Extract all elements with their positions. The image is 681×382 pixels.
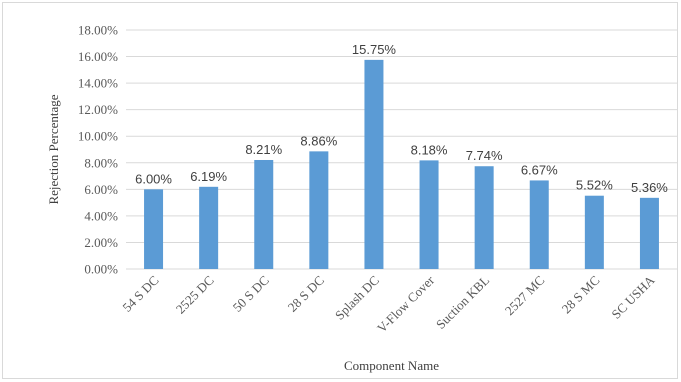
y-tick-label: 14.00%	[78, 76, 118, 91]
bar	[419, 160, 439, 269]
bar	[144, 189, 164, 269]
data-label: 8.18%	[411, 142, 448, 157]
x-tick-label: 28 S DC	[285, 273, 327, 315]
data-label: 5.36%	[631, 180, 668, 195]
bar	[254, 159, 274, 269]
x-axis-title: Component Name	[344, 358, 439, 373]
data-label: 6.19%	[190, 169, 227, 184]
y-tick-label: 2.00%	[84, 235, 118, 250]
x-tick-label: 2527 MC	[502, 273, 548, 319]
y-tick-label: 18.00%	[78, 23, 118, 38]
bar	[199, 186, 219, 269]
x-tick-label: V-Flow Cover	[374, 272, 438, 336]
bar-chart: 0.00% 2.00% 4.00% 6.00% 8.00% 10.00% 12.00% 14.…	[46, 23, 677, 373]
bar	[309, 151, 329, 269]
y-tick-label: 16.00%	[78, 49, 118, 64]
data-label: 6.00%	[135, 171, 172, 186]
y-axis-title: Rejection Percentage	[46, 94, 61, 204]
y-axis-ticks: 0.00% 2.00% 4.00% 6.00% 8.00% 10.00% 12.00% 14.…	[78, 23, 118, 277]
data-label: 8.21%	[245, 142, 282, 157]
bar	[364, 59, 384, 269]
data-label: 8.86%	[300, 133, 337, 148]
bar	[639, 197, 659, 269]
data-label: 5.52%	[576, 178, 613, 193]
y-tick-label: 10.00%	[78, 129, 118, 144]
y-tick-label: 12.00%	[78, 102, 118, 117]
data-label: 7.74%	[466, 148, 503, 163]
data-label: 6.67%	[521, 162, 558, 177]
y-tick-label: 6.00%	[84, 182, 118, 197]
data-label: 15.75%	[352, 42, 397, 57]
x-axis-ticks: 54 S DC 2525 DC 50 S DC 28 S DC Splash DCV-F…	[119, 272, 658, 336]
x-tick-label: 50 S DC	[230, 273, 272, 315]
bar	[474, 166, 494, 269]
bars	[144, 59, 659, 269]
x-tick-label: 28 S MC	[559, 273, 603, 317]
chart-frame: 0.00% 2.00% 4.00% 6.00% 8.00% 10.00% 12.00% 14.…	[2, 2, 678, 379]
y-tick-label: 4.00%	[84, 208, 118, 223]
bar	[529, 180, 549, 269]
y-tick-label: 8.00%	[84, 155, 118, 170]
x-tick-label: Splash DC	[332, 273, 382, 323]
bar	[584, 195, 604, 269]
data-labels: 6.00% 6.19% 8.21% 8.86% 15.75% 8.18% 7.74% 6.67…	[135, 42, 668, 195]
x-tick-label: SC USHA	[608, 272, 658, 322]
y-tick-label: 0.00%	[84, 262, 118, 277]
x-tick-label: 54 S DC	[119, 273, 161, 315]
x-tick-label: 2525 DC	[173, 273, 217, 317]
x-tick-label: Suction KBL	[433, 272, 492, 331]
